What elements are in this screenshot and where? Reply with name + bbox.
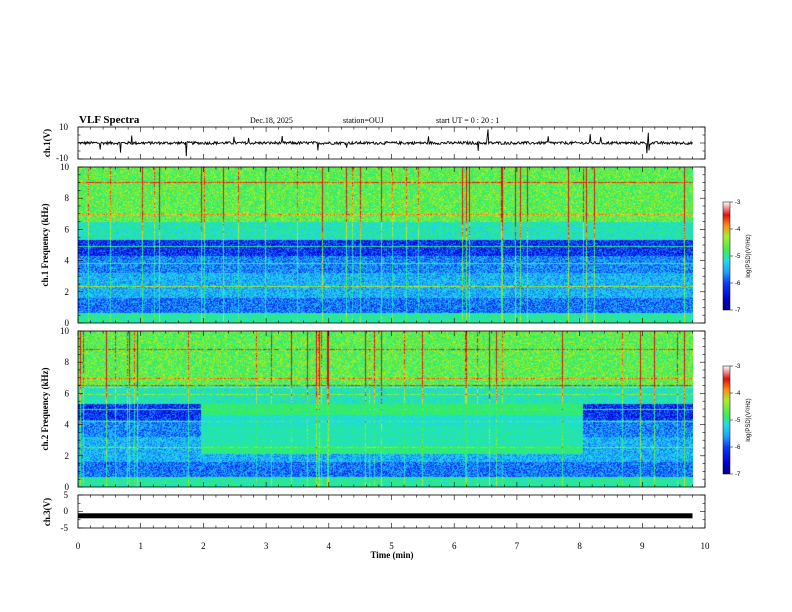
time-axis-ticklabels: 0 1 2 3 4 5 6 7 8 9 10 <box>76 541 710 551</box>
colorbar-tick-label: -5 <box>735 418 741 424</box>
time-tick-label: 9 <box>640 541 645 551</box>
ch3-waveform-ticks <box>77 494 706 529</box>
time-tick-label: 5 <box>389 541 394 551</box>
frequency-tick-label: 10 <box>60 162 70 172</box>
time-tick-label: 4 <box>327 541 332 551</box>
time-tick-label: 1 <box>138 541 143 551</box>
ch1-colorbar <box>722 201 731 311</box>
colorbar-tick-label: -7 <box>735 308 741 314</box>
colorbar-tick-label: -6 <box>735 281 741 287</box>
colorbar-tick-label: -5 <box>735 254 741 260</box>
ch1-ytick-top: 10 <box>59 122 69 132</box>
ch1-waveform-panel: 10 -10 ch.1(V) <box>42 122 706 163</box>
colorbar-tick-label: -6 <box>735 445 741 451</box>
ch1-colorbar-ticks: -3 -4 -5 -6 -7 <box>730 200 741 314</box>
time-tick-label: 10 <box>701 541 711 551</box>
ch2-spectrogram-image <box>78 331 693 487</box>
frequency-tick-label: 4 <box>65 420 70 430</box>
ch1-frequency-ylabel: ch.1 Frequency (kHz) <box>40 203 50 286</box>
frequency-tick-label: 0 <box>65 482 70 492</box>
ch3-waveform-panel: 5 0 -5 ch.3(V) <box>42 490 706 533</box>
figure-title: VLF Spectra <box>79 114 140 126</box>
ch1-spectrogram-ticks <box>77 166 706 324</box>
ch3-waveform-trace <box>78 513 693 519</box>
ch2-colorbar-ticks: -3 -4 -5 -6 -7 <box>730 364 741 478</box>
frequency-tick-label: 6 <box>65 224 70 234</box>
frequency-tick-label: 8 <box>65 193 70 203</box>
frequency-tick-label: 4 <box>65 256 70 266</box>
colorbar-tick-label: -3 <box>735 364 741 370</box>
ch1-frequency-ticklabels: 0 2 4 6 8 10 <box>60 162 70 328</box>
colorbar-tick-label: -4 <box>735 391 741 397</box>
frequency-tick-label: 8 <box>65 357 70 367</box>
colorbar-tick-label: -7 <box>735 472 741 478</box>
start-time-label: start UT = 0 : 20 : 1 <box>436 116 499 125</box>
time-tick-label: 7 <box>515 541 520 551</box>
colorbar-tick-label: -3 <box>735 200 741 206</box>
ch1-waveform-ylabel: ch.1(V) <box>42 129 52 157</box>
ch1-spectrogram-image <box>78 167 693 323</box>
frequency-tick-label: 2 <box>65 451 70 461</box>
colorbar-tick-label: -4 <box>735 227 741 233</box>
ch3-ytick-middle: 0 <box>64 506 69 516</box>
ch1-colorbar-label: log(PSD)(V²/Hz) <box>746 234 752 277</box>
ch2-spectrogram-ticks <box>77 330 706 488</box>
ch3-waveform-frame <box>77 494 706 529</box>
ch2-frequency-ticklabels: 0 2 4 6 8 10 <box>60 326 70 492</box>
ch3-ytick-bottom: -5 <box>61 523 69 533</box>
station-label: station=OUJ <box>343 116 384 125</box>
time-tick-label: 3 <box>264 541 269 551</box>
ch2-colorbar <box>722 365 731 475</box>
date-label: Dec.18, 2025 <box>250 116 293 125</box>
ch1-waveform-trace <box>78 129 693 157</box>
ch1-waveform-ticks <box>77 126 706 160</box>
ch3-waveform-ylabel: ch.3(V) <box>42 498 52 526</box>
time-tick-label: 6 <box>452 541 457 551</box>
frequency-tick-label: 6 <box>65 388 70 398</box>
time-axis-label: Time (min) <box>370 550 413 560</box>
time-tick-label: 2 <box>201 541 206 551</box>
ch2-frequency-ylabel: ch.2 Frequency (kHz) <box>40 367 50 450</box>
ch3-ytick-top: 5 <box>64 490 69 500</box>
frequency-tick-label: 0 <box>65 318 70 328</box>
frequency-tick-label: 2 <box>65 287 70 297</box>
ch1-ytick-bottom: -10 <box>56 153 68 163</box>
time-tick-label: 8 <box>577 541 582 551</box>
ch2-colorbar-label: log(PSD)(V²/Hz) <box>746 398 752 441</box>
time-tick-label: 0 <box>76 541 81 551</box>
frequency-tick-label: 10 <box>60 326 70 336</box>
